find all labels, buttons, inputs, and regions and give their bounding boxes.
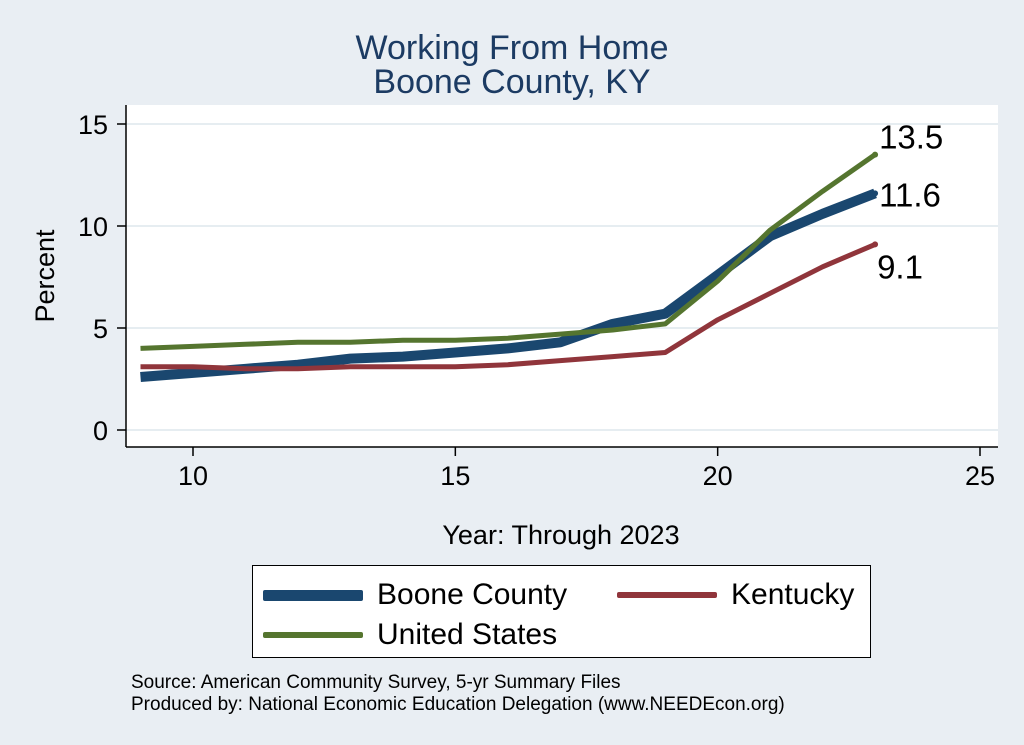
y-tick-label-0: 0 bbox=[93, 416, 108, 446]
legend-label-boone-county: Boone County bbox=[377, 578, 568, 611]
legend-item-united-states: United States bbox=[263, 618, 557, 652]
series-end-label-boone-county: 11.6 bbox=[879, 176, 941, 213]
x-tick-label-10: 10 bbox=[178, 461, 208, 491]
legend-swatch-kentucky bbox=[617, 592, 717, 598]
plot-area bbox=[126, 105, 998, 447]
x-tick-label-15: 15 bbox=[440, 461, 470, 491]
x-axis-title: Year: Through 2023 bbox=[442, 520, 679, 550]
chart-subtitle: Boone County, KY bbox=[373, 63, 651, 101]
series-line-kentucky bbox=[140, 242, 877, 372]
series-end-marker-boone-county bbox=[872, 190, 879, 197]
y-tick-label-5: 5 bbox=[93, 314, 108, 344]
legend-swatch-united-states bbox=[263, 632, 363, 638]
chart-title: Working From Home bbox=[355, 29, 669, 67]
y-tick-label-10: 10 bbox=[78, 212, 108, 242]
series-end-marker-united-states bbox=[872, 151, 879, 158]
series-end-label-kentucky: 9.1 bbox=[877, 248, 923, 285]
x-tick-label-20: 20 bbox=[703, 461, 733, 491]
x-tick-label-25: 25 bbox=[965, 461, 995, 491]
legend-label-united-states: United States bbox=[377, 618, 558, 651]
legend-item-boone-county: Boone County bbox=[263, 578, 567, 612]
producer-note: Produced by: National Economic Education… bbox=[131, 694, 785, 715]
series-end-marker-kentucky bbox=[872, 241, 879, 248]
chart-legend: Boone County Kentucky United States bbox=[252, 565, 871, 658]
source-note: Source: American Community Survey, 5-yr … bbox=[131, 672, 621, 693]
y-axis-title: Percent bbox=[30, 229, 60, 323]
series-end-label-united-states: 13.5 bbox=[879, 119, 943, 156]
legend-swatch-boone-county bbox=[263, 589, 363, 601]
legend-label-kentucky: Kentucky bbox=[731, 578, 855, 611]
legend-item-kentucky: Kentucky bbox=[617, 578, 854, 612]
series-line-united-states bbox=[140, 152, 877, 351]
y-tick-label-15: 15 bbox=[78, 110, 108, 140]
